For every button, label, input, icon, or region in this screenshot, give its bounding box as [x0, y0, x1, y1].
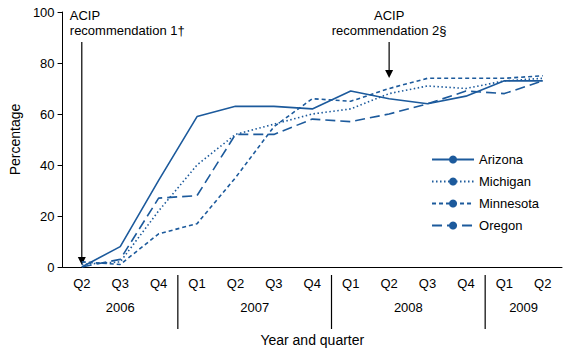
svg-text:2007: 2007 — [240, 300, 269, 315]
svg-text:ACIP: ACIP — [70, 8, 100, 23]
svg-text:0: 0 — [47, 260, 54, 275]
svg-text:Q1: Q1 — [188, 276, 205, 291]
svg-text:80: 80 — [40, 56, 54, 71]
svg-text:Percentage: Percentage — [7, 103, 23, 175]
svg-text:2009: 2009 — [509, 300, 538, 315]
svg-text:ACIP: ACIP — [374, 8, 404, 23]
svg-text:Q4: Q4 — [304, 276, 321, 291]
svg-text:recommendation 1†: recommendation 1† — [70, 23, 185, 38]
svg-text:40: 40 — [40, 158, 54, 173]
svg-text:Arizona: Arizona — [479, 152, 524, 167]
svg-text:Q3: Q3 — [419, 276, 436, 291]
svg-text:Oregon: Oregon — [479, 218, 522, 233]
svg-text:60: 60 — [40, 107, 54, 122]
svg-text:100: 100 — [33, 5, 55, 20]
svg-text:Q4: Q4 — [457, 276, 474, 291]
svg-text:Q2: Q2 — [534, 276, 551, 291]
svg-text:Minnesota: Minnesota — [479, 196, 540, 211]
svg-text:Q2: Q2 — [73, 276, 90, 291]
svg-text:Q3: Q3 — [265, 276, 282, 291]
svg-text:Michigan: Michigan — [479, 174, 531, 189]
svg-text:2006: 2006 — [106, 300, 135, 315]
svg-text:Q2: Q2 — [380, 276, 397, 291]
svg-text:recommendation 2§: recommendation 2§ — [332, 23, 447, 38]
svg-text:Year and quarter: Year and quarter — [260, 332, 364, 348]
svg-text:Q2: Q2 — [227, 276, 244, 291]
svg-text:2008: 2008 — [394, 300, 423, 315]
svg-text:20: 20 — [40, 209, 54, 224]
svg-text:Q1: Q1 — [342, 276, 359, 291]
svg-text:Q4: Q4 — [150, 276, 167, 291]
svg-text:Q3: Q3 — [112, 276, 129, 291]
svg-text:Q1: Q1 — [496, 276, 513, 291]
